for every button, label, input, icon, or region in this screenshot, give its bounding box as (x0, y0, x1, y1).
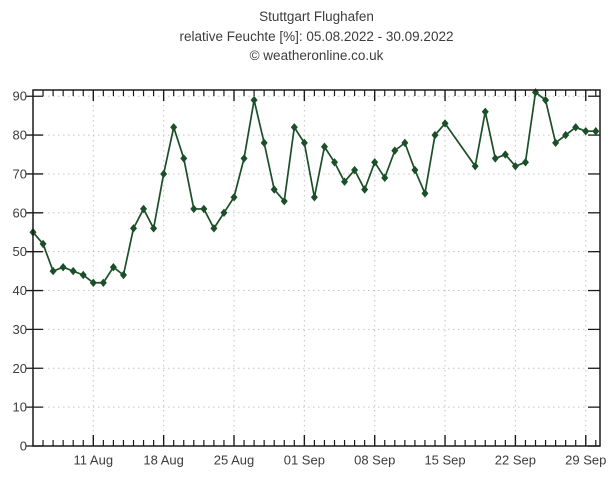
data-point-marker (521, 158, 529, 167)
data-point-marker (411, 165, 419, 175)
data-point-marker (49, 266, 57, 276)
y-tick-label: 0 (20, 439, 27, 454)
x-tick-label: 25 Aug (214, 453, 255, 468)
data-point-marker (351, 165, 359, 175)
data-point-marker (150, 224, 158, 233)
data-point-marker (481, 107, 489, 116)
data-point-marker (582, 126, 590, 136)
y-tick-label: 80 (13, 128, 27, 143)
y-tick-label: 10 (13, 400, 27, 415)
data-point-marker (200, 204, 208, 214)
chart-title: Stuttgart Flughafen (259, 9, 374, 24)
data-point-marker (391, 146, 399, 155)
y-tick-label: 40 (13, 283, 27, 298)
data-point-marker (310, 193, 318, 202)
data-point-marker (562, 130, 570, 140)
data-point-marker (270, 185, 278, 194)
data-point-marker (210, 224, 218, 233)
data-point-marker (431, 130, 439, 140)
y-tick-label: 30 (13, 322, 27, 337)
chart-subtitle: relative Feuchte [%]: 05.08.2022 - 30.09… (179, 28, 454, 44)
data-point-marker (320, 142, 328, 151)
data-point-marker (371, 158, 379, 167)
x-tick-label: 11 Aug (74, 453, 114, 468)
data-point-marker (250, 95, 258, 105)
x-tick-label: 15 Sep (424, 453, 465, 468)
data-point-marker (170, 123, 178, 132)
x-tick-label: 29 Sep (565, 453, 606, 468)
data-point-marker (59, 263, 67, 272)
data-point-marker (441, 119, 449, 128)
data-point-marker (39, 239, 47, 249)
data-point-marker (572, 123, 580, 132)
data-point-marker (180, 154, 188, 163)
data-point-marker (89, 278, 97, 287)
data-point-marker (290, 123, 298, 132)
series-line (32, 91, 596, 284)
data-point-marker (401, 138, 409, 148)
data-point-marker (501, 150, 509, 159)
data-point-marker (361, 185, 369, 194)
data-point-marker (99, 278, 107, 287)
gridlines (33, 90, 600, 446)
data-point-marker (341, 177, 349, 186)
y-tick-label: 20 (13, 361, 27, 376)
data-point-marker (260, 138, 268, 148)
chart-header: Stuttgart Flughafen relative Feuchte [%]… (33, 7, 600, 66)
data-point-marker (592, 126, 600, 136)
y-tick-label: 70 (13, 166, 27, 181)
axis-ticks (26, 90, 600, 447)
x-tick-label: 08 Sep (354, 453, 395, 468)
data-point-marker (471, 161, 479, 171)
data-point-marker (220, 208, 228, 218)
data-point-marker (130, 224, 137, 233)
x-tick-label: 18 Aug (143, 453, 184, 468)
data-point-marker (331, 158, 338, 167)
data-point-marker (511, 161, 519, 171)
data-point-marker (109, 263, 117, 272)
data-point-marker (240, 154, 248, 163)
chart-watermark: © weatheronline.co.uk (249, 48, 384, 63)
data-point-marker (160, 169, 168, 179)
data-point-marker (69, 266, 77, 276)
y-tick-label: 90 (13, 89, 27, 104)
x-tick-label: 01 Sep (284, 453, 325, 468)
data-point-marker (542, 95, 550, 105)
data-point-marker (381, 173, 389, 183)
data-point-marker (532, 88, 539, 97)
y-tick-label: 60 (13, 205, 27, 220)
data-point-marker (421, 189, 429, 198)
data-point-marker (190, 204, 198, 214)
data-point-marker (300, 138, 308, 148)
data-point-marker (491, 154, 499, 163)
data-point-marker (552, 138, 560, 148)
data-point-marker (119, 270, 127, 280)
data-point-marker (230, 193, 238, 202)
data-point-marker (140, 204, 148, 214)
plot-frame (32, 89, 601, 447)
x-tick-label: 22 Sep (495, 453, 536, 468)
axis-labels: 0 10 20 30 40 50 60 70 80 90 11 Aug 18 Aug 25 Aug 01 … (13, 89, 607, 468)
data-point-marker (280, 196, 288, 206)
data-point-marker (79, 270, 87, 280)
series (29, 88, 600, 287)
y-tick-label: 50 (13, 244, 27, 259)
